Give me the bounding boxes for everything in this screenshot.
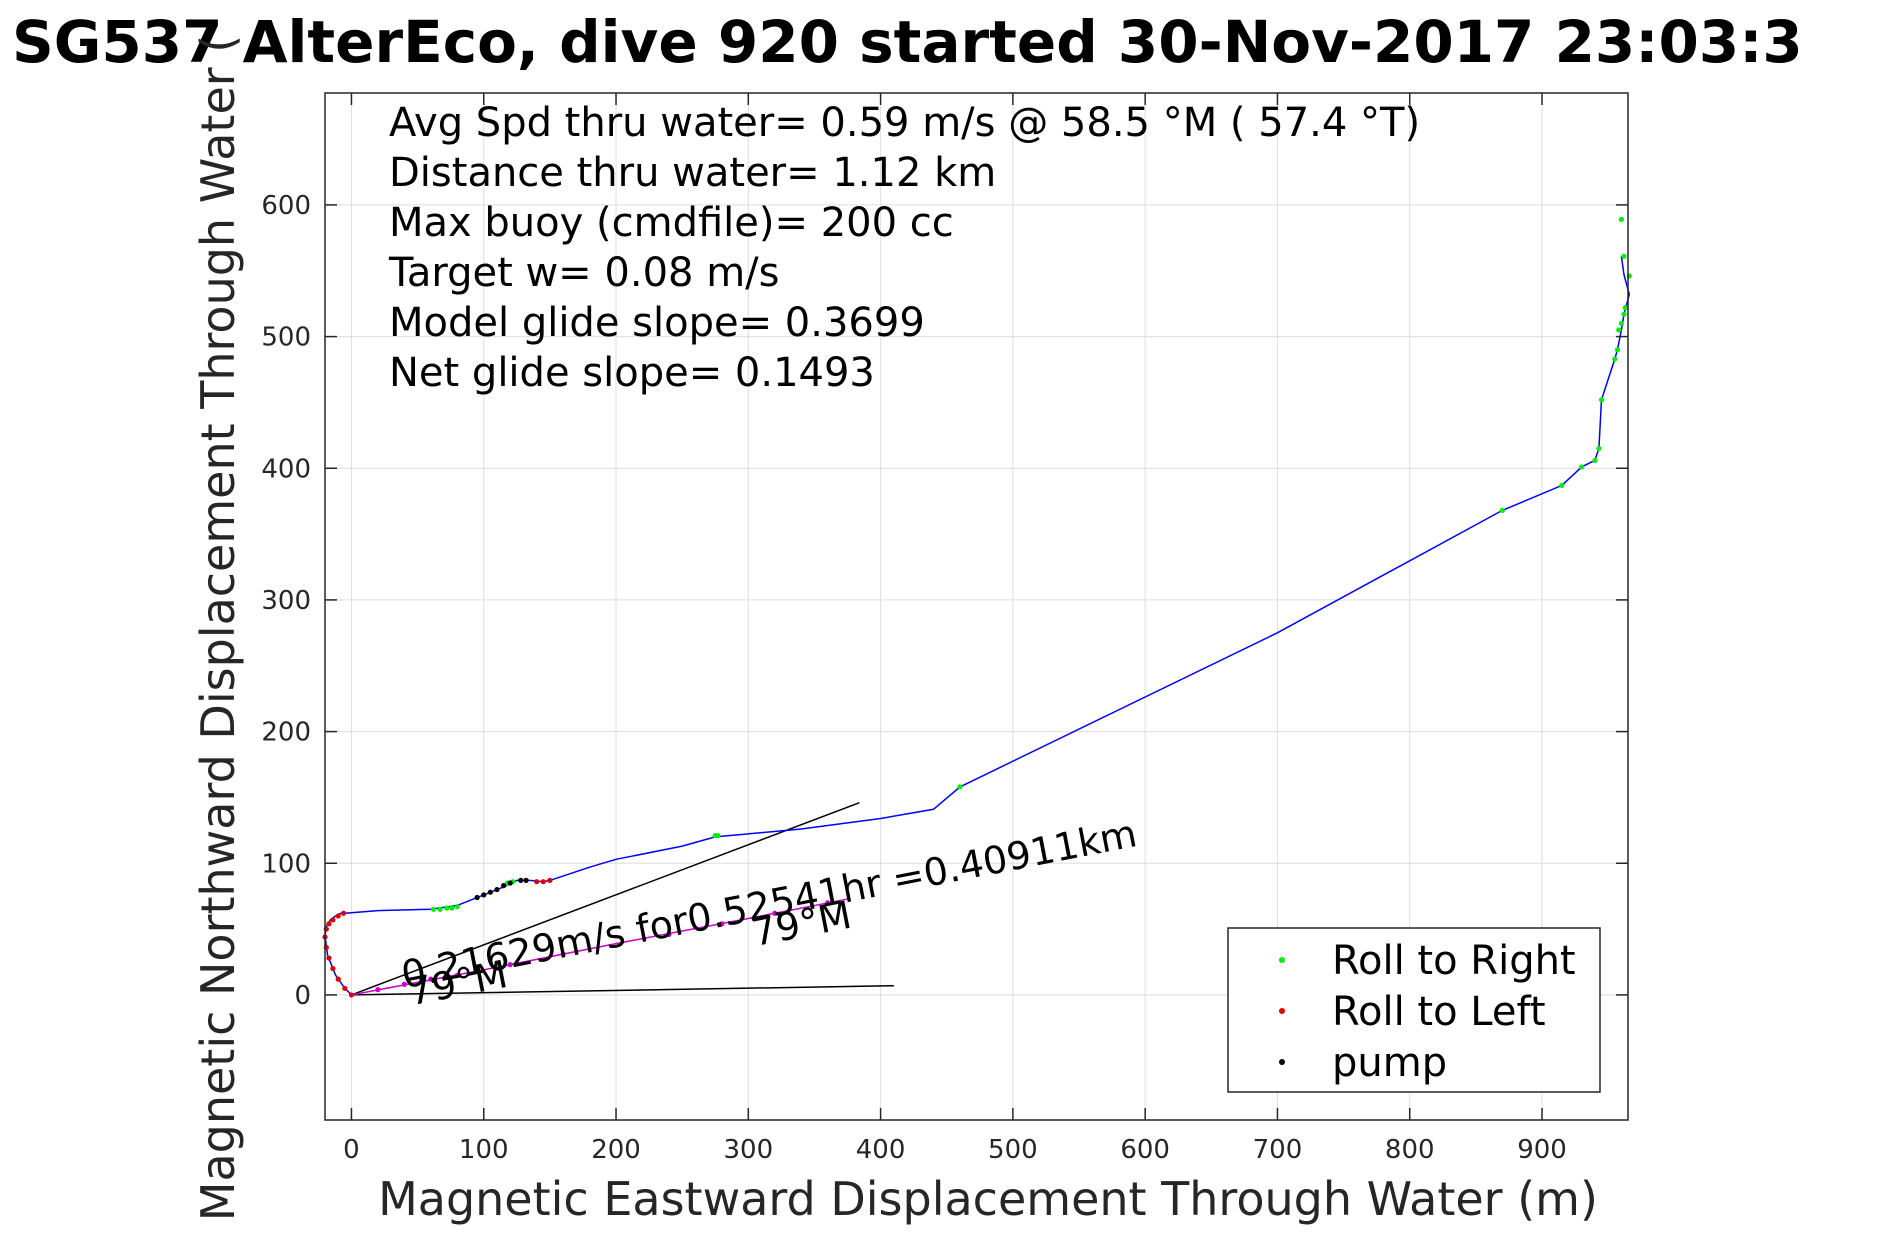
roll-right-point [1618, 216, 1624, 222]
current-dots-point [666, 931, 672, 937]
legend-label: Roll to Left [1332, 989, 1546, 1035]
info-line: Distance thru water= 1.12 km [389, 150, 996, 196]
current-dots-point [454, 972, 460, 978]
roll-right-point [1621, 311, 1627, 317]
current-dots-point [772, 910, 778, 916]
roll-left-point [547, 877, 553, 883]
roll-right-point [449, 905, 455, 911]
pump-point [481, 892, 487, 898]
roll-right-point [430, 906, 437, 912]
y-tick-label: 100 [261, 849, 311, 879]
info-line: Net glide slope= 0.1493 [389, 350, 875, 396]
roll-right-point [1592, 457, 1598, 463]
roll-right-point [957, 784, 963, 790]
info-line: Max buoy (cmdfile)= 200 cc [389, 200, 954, 246]
roll-right-point [1579, 464, 1585, 470]
y-tick-label: 600 [261, 191, 311, 221]
x-tick-label: 400 [856, 1135, 906, 1165]
x-tick-label: 200 [591, 1135, 641, 1165]
x-tick-label: 0 [343, 1135, 360, 1165]
pump-point [494, 886, 500, 893]
roll-left-point [326, 955, 332, 961]
info-line: Model glide slope= 0.3699 [389, 300, 925, 346]
roll-left-point [335, 913, 341, 919]
info-line: Target w= 0.08 m/s [388, 250, 779, 296]
x-tick-label: 900 [1517, 1135, 1567, 1165]
roll-left-point [330, 965, 336, 972]
y-axis-label: Magnetic Northward Displacement Through … [191, 35, 245, 1221]
current-dots-point [560, 951, 566, 957]
current-dots-point [825, 900, 831, 906]
x-axis-label: Magnetic Eastward Displacement Through W… [378, 1172, 1598, 1226]
legend-marker [1279, 1059, 1285, 1065]
heading-line-lower [351, 984, 894, 996]
pump-point [500, 883, 507, 889]
roll-right-point [454, 904, 460, 910]
x-tick-label: 600 [1120, 1135, 1170, 1165]
pump-point [523, 877, 529, 883]
annotation-text: 0.21629m/s for0.52541hr =0.40911km [398, 811, 1141, 997]
current-dots-point [428, 976, 434, 982]
legend-marker [1279, 957, 1285, 963]
chart-title: SG537 AlterEco, dive 920 started 30-Nov-… [12, 8, 1803, 76]
info-line: Avg Spd thru water= 0.59 m/s @ 58.5 °M (… [389, 100, 1420, 146]
markers-layer [322, 216, 1632, 998]
series-layer [324, 256, 1631, 996]
y-tick-label: 0 [294, 981, 311, 1011]
roll-right-point [715, 833, 721, 839]
annotations: 0.21629m/s for0.52541hr =0.40911km79°M79… [398, 811, 1141, 1014]
plot-frame [324, 92, 1629, 1121]
series-track-line [324, 256, 1631, 996]
legend-box [1227, 927, 1601, 1093]
current-dots-point [507, 962, 513, 968]
roll-right-point [1614, 347, 1621, 353]
roll-right-point [1618, 320, 1624, 327]
roll-right-point [1621, 253, 1627, 259]
roll-left-point [335, 976, 341, 982]
grid [325, 93, 1628, 1120]
current-dots-point [401, 981, 407, 987]
x-tick-label: 100 [459, 1135, 509, 1165]
roll-left-point [534, 879, 540, 885]
pump-point [487, 889, 493, 895]
legend: Roll to Right Roll to Left pump [1227, 927, 1601, 1093]
x-tick-label: 700 [1253, 1135, 1303, 1165]
current-dots-point [719, 921, 725, 927]
series-current-line [351, 898, 849, 996]
pump-point [507, 880, 513, 886]
pump-point [474, 894, 480, 901]
ticks: 0 100 200 300 400 500 600 700 800 900 0 100 200 300 40… [261, 93, 1628, 1165]
x-tick-label: 800 [1385, 1135, 1435, 1165]
roll-left-point [348, 992, 355, 998]
y-tick-label: 500 [261, 323, 311, 353]
roll-right-point [1612, 356, 1618, 362]
roll-left-point [330, 917, 336, 923]
roll-left-point [342, 985, 348, 991]
x-tick-label: 300 [723, 1135, 773, 1165]
current-dots-point [375, 987, 381, 993]
y-tick-label: 200 [261, 718, 311, 748]
heading-line-upper [351, 801, 860, 996]
roll-right-point [1616, 327, 1622, 333]
roll-right-point [444, 905, 450, 911]
y-tick-label: 300 [261, 586, 311, 616]
roll-right-point [1596, 445, 1602, 452]
legend-marker [1279, 1008, 1285, 1014]
x-tick-label: 500 [988, 1135, 1038, 1165]
roll-right-point [1598, 397, 1605, 403]
reference-lines [351, 801, 894, 996]
roll-right-point [1499, 507, 1505, 513]
roll-right-point [1559, 482, 1565, 488]
roll-right-point [1622, 305, 1628, 311]
roll-left-point [326, 921, 332, 927]
pump-point [518, 877, 524, 883]
y-tick-label: 400 [261, 454, 311, 484]
legend-label: Roll to Right [1332, 938, 1576, 984]
legend-label: pump [1332, 1040, 1447, 1086]
info-box: Avg Spd thru water= 0.59 m/s @ 58.5 °M (… [388, 100, 1420, 396]
roll-right-point [437, 906, 443, 912]
roll-left-point [340, 910, 347, 916]
roll-left-point [540, 879, 546, 885]
